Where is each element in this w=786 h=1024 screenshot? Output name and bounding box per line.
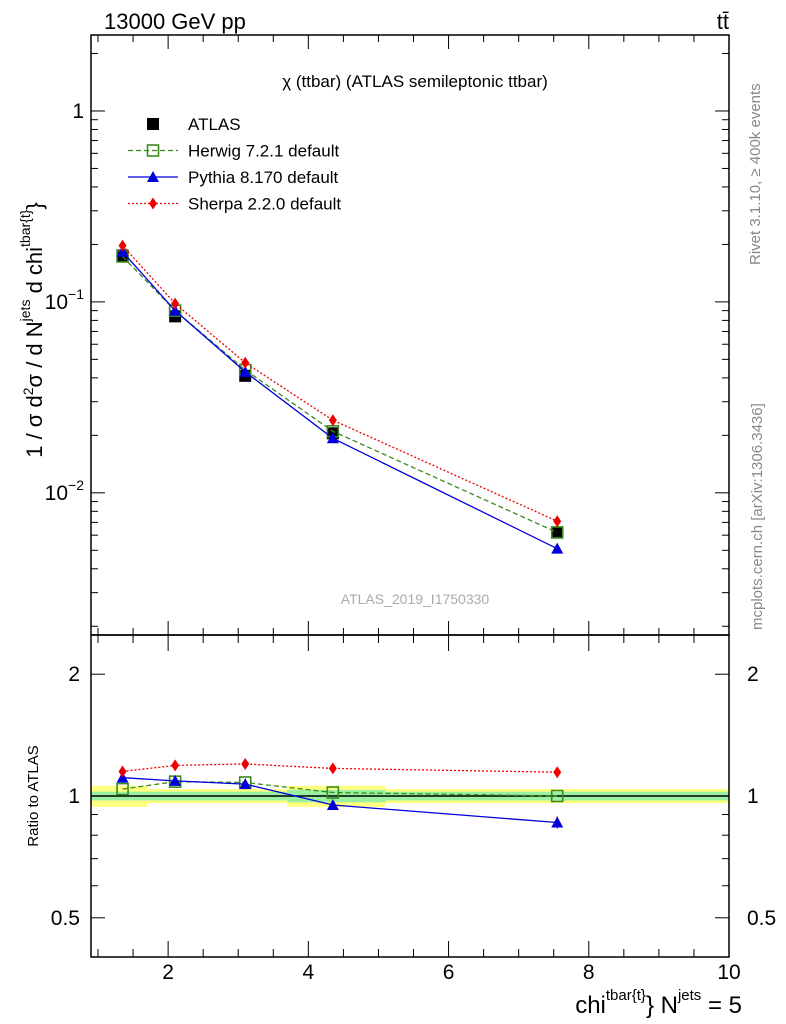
analysis-watermark: ATLAS_2019_I1750330 [341,591,490,607]
series-line [122,245,558,522]
ratio-point [551,816,564,828]
data-point [551,542,564,554]
ratio-y-tick-label: 1 [68,785,80,808]
ratio-ylabel: Ratio to ATLAS [25,745,42,846]
series-sherpa [118,239,562,528]
data-point [326,432,339,444]
main-ylabel: 1 / σ d2σ / d Njets d chitbar{t}} [17,202,47,458]
data-point [553,515,562,528]
legend-marker [147,171,159,182]
ratio-series-sherpa [118,757,562,779]
ratio-y-tick-label: 2 [68,663,80,686]
series-line [122,255,558,534]
legend-item: ATLAS [147,115,241,134]
ratio-point [553,766,562,779]
ratio-point [326,799,339,811]
series-atlas [116,249,564,539]
legend-marker [149,197,157,210]
ratio-panel: 0.5 0.5 1 1 2 2 2 4 6 8 10 Ratio to ATLAS chitbar{… [25,634,776,1019]
legend-label: ATLAS [188,115,241,134]
legend-label: Sherpa 2.2.0 default [188,195,341,214]
data-point [169,304,182,316]
legend-item: Herwig 7.2.1 default [128,142,339,161]
svg-text:1 / σ d2σ / d Njets d chitbar{: 1 / σ d2σ / d Njets d chitbar{t}} [17,202,47,458]
x-tick-label: 4 [302,961,314,984]
legend-label: Herwig 7.2.1 default [188,142,339,161]
x-tick-label: 10 [717,961,740,984]
x-tick-label: 6 [443,961,455,984]
header-energy: 13000 GeV pp [104,9,246,34]
series-line [122,251,558,550]
main-frame [90,34,730,636]
data-point [241,356,250,369]
ratio-point [169,774,182,786]
legend-label: Pythia 8.170 default [188,168,339,187]
ratio-y-tick-label: 0.5 [51,907,80,930]
ratio-y-tick-label-right: 2 [747,663,759,686]
ratio-y-tick-label-right: 1 [747,785,759,808]
y-tick-label: 10−2 [45,477,85,505]
mcplots-label: mcplots.cern.ch [arXiv:1306.3436] [749,403,766,630]
x-tick-label: 2 [162,961,174,984]
header-process: tt̄ [717,9,729,34]
main-panel: 1 10−1 10−2 χ (ttbar) (ATLAS semileptonic … [17,34,730,636]
data-point [239,365,252,377]
y-tick-label: 10−1 [45,286,85,314]
y-tick-label: 1 [72,100,84,123]
ratio-series-pythia [116,771,564,829]
legend-marker [147,118,159,130]
series-pythia [116,245,564,554]
legend-item: Pythia 8.170 default [128,168,339,187]
x-axis-label: chitbar{t}} Njets = 5 [575,987,742,1019]
svg-text:chitbar{t}} Njets = 5: chitbar{t}} Njets = 5 [575,987,742,1019]
rivet-label: Rivet 3.1.10, ≥ 400k events [747,83,764,265]
ratio-point [550,789,564,803]
data-point [171,297,180,310]
ratio-point [328,762,337,775]
ratio-point [118,765,127,778]
x-tick-label: 8 [583,961,595,984]
ratio-y-tick-label-right: 0.5 [747,907,776,930]
ratio-point [171,759,180,772]
ratio-point [241,757,250,770]
ratio-point [326,786,340,799]
ratio-point [239,778,252,790]
data-point [328,414,337,427]
legend: ATLAS Herwig 7.2.1 default Pythia 8.170 de… [128,115,341,214]
legend-item: Sherpa 2.2.0 default [128,195,341,214]
legend-marker [146,144,160,157]
data-point [118,239,127,252]
ratio-point [116,782,129,796]
series-herwig [116,250,564,539]
ratio-line [122,763,558,773]
main-title: χ (ttbar) (ATLAS semileptonic ttbar) [282,72,548,91]
